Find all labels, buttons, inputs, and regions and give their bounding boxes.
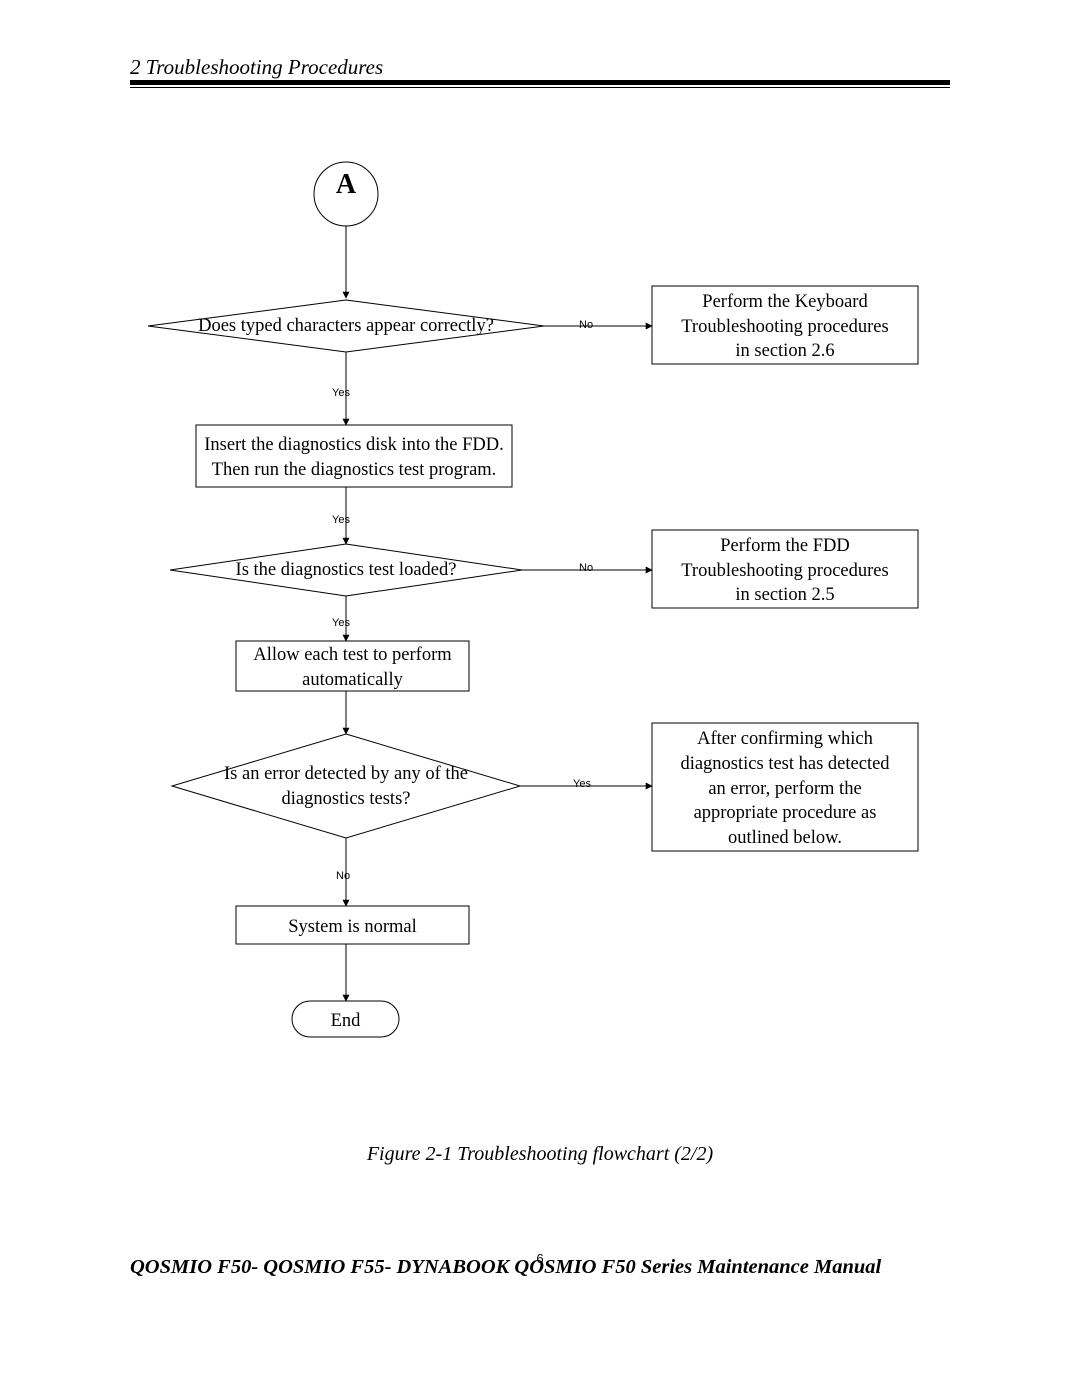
edge-label: No <box>579 562 593 574</box>
edge-label: Yes <box>573 778 591 790</box>
page-number: 6 <box>0 1251 1080 1266</box>
connector-label: A <box>314 166 378 204</box>
process-label: After confirming which diagnostics test … <box>652 727 918 852</box>
flowchart-svg <box>130 128 950 1118</box>
process-label: Perform the Keyboard Troubleshooting pro… <box>652 290 918 365</box>
edge-label: No <box>336 870 350 882</box>
edge-label: Yes <box>332 617 350 629</box>
edge-label: Yes <box>332 387 350 399</box>
edge-label: Yes <box>332 514 350 526</box>
process-label: Allow each test to perform automatically <box>236 643 469 693</box>
decision-label: Is an error detected by any of the diagn… <box>172 762 520 812</box>
process-label: System is normal <box>236 915 469 940</box>
header-rule-thin <box>130 87 950 88</box>
figure-caption: Figure 2-1 Troubleshooting flowchart (2/… <box>130 1143 950 1166</box>
process-label: Perform the FDD Troubleshooting procedur… <box>652 534 918 609</box>
header-title: 2 Troubleshooting Procedures <box>130 55 950 80</box>
edge-label: No <box>579 319 593 331</box>
process-label: Insert the diagnostics disk into the FDD… <box>196 433 512 483</box>
decision-label: Is the diagnostics test loaded? <box>170 558 522 583</box>
flowchart-container: Yes No Yes Yes No No Yes A Does typed characters… <box>130 128 950 1118</box>
decision-label: Does typed characters appear correctly? <box>148 314 544 339</box>
header-rule-thick <box>130 80 950 85</box>
terminator-label: End <box>292 1009 399 1034</box>
page-header: 2 Troubleshooting Procedures <box>130 55 950 88</box>
